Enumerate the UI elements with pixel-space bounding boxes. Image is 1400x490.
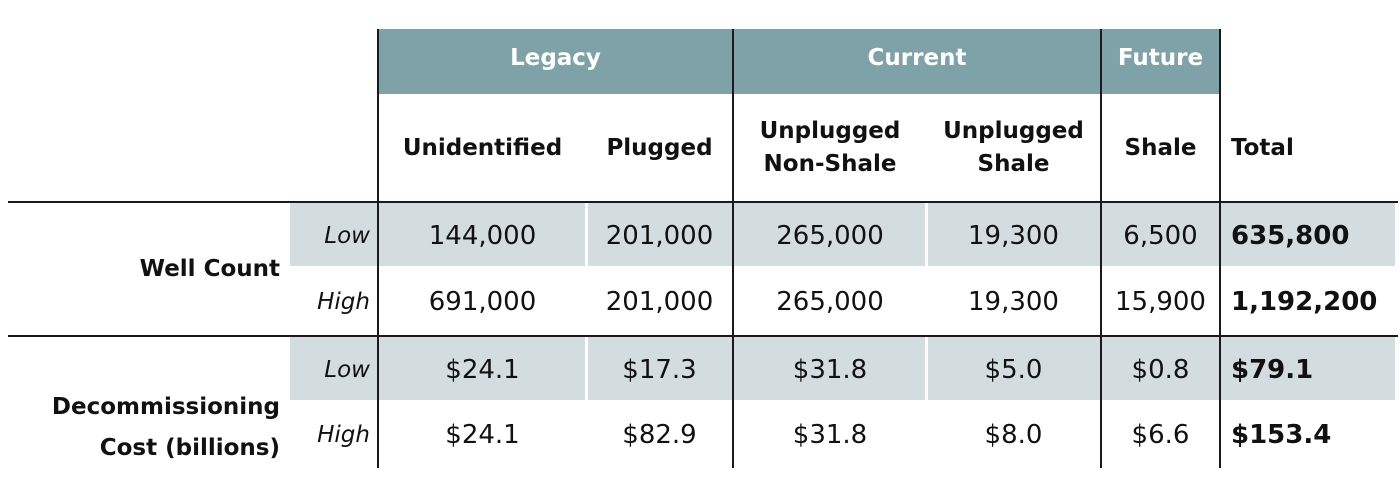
cell-plugged: $82.9	[622, 420, 697, 450]
cell-unplugged-non-shale: $31.8	[792, 420, 868, 450]
level-label: Low	[324, 356, 370, 383]
cell-shale: 6,500	[1123, 220, 1198, 251]
rule-vertical	[1100, 29, 1102, 468]
cell-unplugged-non-shale: $31.8	[792, 354, 868, 385]
cell-unplugged-shale: $5.0	[984, 354, 1043, 385]
row-gap	[290, 266, 1395, 269]
column-label-plugged: Plugged	[606, 134, 713, 161]
group-header-future: Future	[1102, 29, 1219, 94]
cell-shale: $0.8	[1131, 354, 1190, 385]
cell-plugged: $17.3	[622, 354, 697, 385]
cell-total: $79.1	[1231, 354, 1314, 385]
rule-header-bottom	[8, 201, 1398, 203]
gap-divider	[925, 337, 928, 402]
rule-vertical	[1219, 29, 1221, 468]
cell-plugged: 201,000	[605, 286, 714, 317]
column-label-unplugged-non-shale-line1: Unplugged	[759, 118, 901, 144]
section-text-well-count: Well Count	[139, 255, 280, 282]
row-gap	[290, 400, 1395, 403]
gap-divider	[585, 203, 588, 268]
cell-unplugged-shale: 19,300	[968, 220, 1059, 251]
level-label: High	[317, 288, 370, 315]
column-header-plugged: Plugged	[586, 95, 733, 201]
section-label-well-count: Well Count	[0, 203, 286, 335]
cell-unidentified: $24.1	[445, 420, 520, 450]
column-label-unplugged-shale-line2: Shale	[977, 151, 1050, 177]
row-shade-cost-low	[290, 337, 1395, 402]
column-label-shale: Shale	[1124, 134, 1197, 161]
cell-unidentified: 144,000	[428, 220, 537, 251]
cell-total: 635,800	[1231, 220, 1350, 251]
group-header-current: Current	[734, 29, 1100, 94]
group-label-current: Current	[867, 44, 967, 71]
cell-shale: 15,900	[1115, 286, 1206, 317]
column-label-unplugged-shale-line1: Unplugged	[943, 118, 1084, 144]
column-label-total: Total	[1231, 134, 1294, 161]
rule-section-divider	[8, 335, 1398, 337]
column-header-unplugged-shale: Unplugged Shale	[926, 95, 1101, 201]
column-label-unplugged-non-shale-line2: Non-Shale	[763, 151, 897, 177]
level-label: High	[317, 422, 370, 448]
cell-unidentified: $24.1	[445, 354, 520, 385]
column-header-unidentified: Unidentified	[379, 95, 586, 201]
rule-vertical	[377, 29, 379, 468]
column-header-total: Total	[1221, 95, 1400, 201]
section-label-decommissioning-cost: Decommissioning Cost (billions)	[0, 337, 286, 469]
section-text-cost-line2: Cost (billions)	[99, 435, 280, 461]
row-shade-well-low	[290, 203, 1395, 268]
column-label-unidentified: Unidentified	[402, 134, 563, 161]
cell-unplugged-shale: $8.0	[984, 420, 1043, 450]
cell-unplugged-non-shale: 265,000	[776, 286, 884, 317]
cell-total: $153.4	[1231, 420, 1332, 450]
gap-divider	[585, 337, 588, 402]
group-header-legacy: Legacy	[379, 29, 732, 94]
group-label-legacy: Legacy	[510, 44, 601, 71]
cell-shale: $6.6	[1131, 420, 1190, 450]
cell-unidentified: 691,000	[428, 286, 537, 317]
column-header-shale: Shale	[1102, 95, 1219, 201]
level-label: Low	[324, 222, 370, 249]
column-header-unplugged-non-shale: Unplugged Non-Shale	[734, 95, 926, 201]
group-label-future: Future	[1117, 44, 1204, 71]
cell-total: 1,192,200	[1231, 286, 1378, 317]
cell-plugged: 201,000	[605, 220, 714, 251]
rule-vertical	[732, 29, 734, 468]
cell-unplugged-shale: 19,300	[968, 286, 1059, 317]
section-text-cost-line1: Decommissioning	[51, 394, 280, 420]
gap-divider	[925, 203, 928, 268]
cell-unplugged-non-shale: 265,000	[776, 220, 884, 251]
